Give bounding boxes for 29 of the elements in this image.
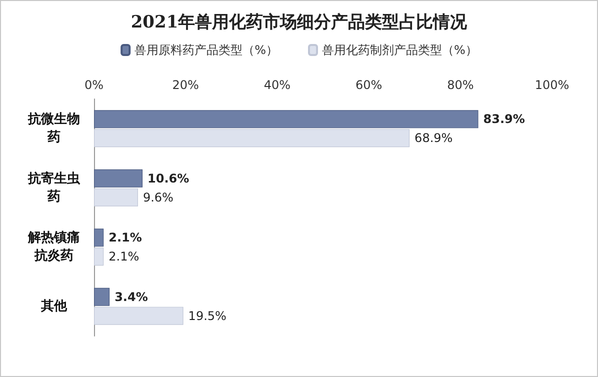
x-tick-label: 80% [447, 78, 474, 92]
bar [94, 248, 104, 266]
bar [94, 129, 410, 148]
y-tick-label: 其他 [40, 298, 68, 314]
data-label: 2.1% [108, 230, 142, 245]
bar [94, 110, 478, 128]
data-label: 2.1% [108, 250, 140, 264]
x-tick-label: 0% [84, 78, 104, 92]
chart-title: 2021年兽用化药市场细分产品类型占比情况 [130, 12, 468, 32]
legend-label: 兽用化药制剂产品类型（%） [322, 43, 478, 57]
y-tick-label: 解热镇痛抗炎药 [27, 230, 80, 264]
bar [94, 288, 110, 306]
x-tick-label: 60% [355, 78, 382, 92]
bar [94, 228, 104, 247]
bar [94, 169, 143, 188]
bar [94, 188, 138, 206]
y-tick-label: 抗寄生虫药 [27, 170, 81, 204]
data-label: 19.5% [188, 308, 226, 323]
data-label: 10.6% [148, 171, 190, 186]
legend-label: 兽用原料药产品类型（%） [134, 43, 278, 57]
data-label: 3.4% [114, 290, 148, 304]
x-tick-label: 20% [172, 78, 199, 92]
data-label: 9.6% [142, 190, 174, 204]
x-tick-label: 100% [534, 78, 570, 92]
x-tick-label: 40% [264, 78, 291, 92]
data-label: 68.9% [414, 131, 453, 146]
data-label: 83.9% [483, 112, 525, 126]
y-tick-label: 抗微生物药 [27, 111, 80, 146]
bar [94, 306, 184, 325]
